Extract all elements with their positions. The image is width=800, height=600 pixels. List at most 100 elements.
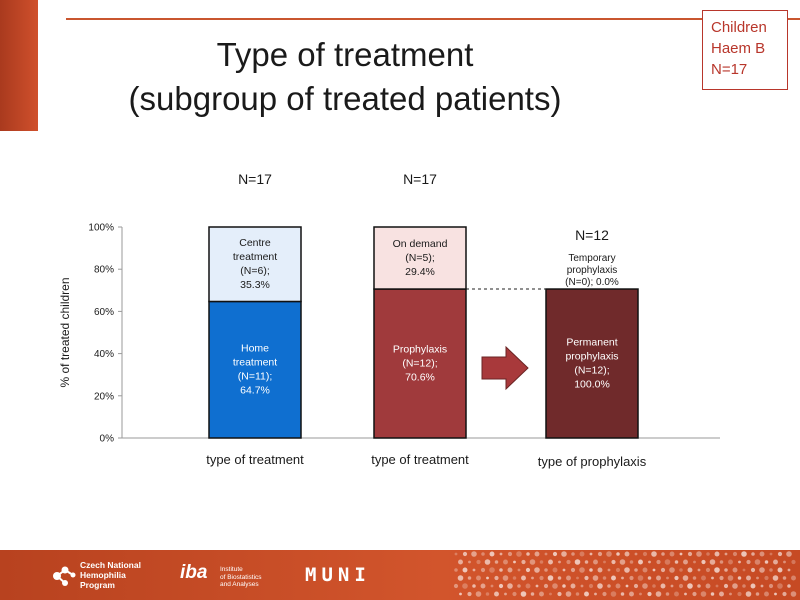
footer-dot bbox=[565, 591, 572, 597]
footer-dot bbox=[602, 576, 607, 580]
footer-dot bbox=[453, 583, 459, 589]
footer-dot bbox=[742, 584, 746, 588]
bar-segment-label: 29.4% bbox=[405, 266, 435, 278]
cohort-badge: Children Haem B N=17 bbox=[702, 10, 788, 90]
cnhp-logo-line-1: Czech National bbox=[80, 560, 141, 570]
footer-dot bbox=[458, 559, 463, 565]
footer-dot bbox=[709, 559, 716, 565]
footer-dot bbox=[732, 551, 738, 557]
footer-dot bbox=[454, 568, 458, 572]
footer-dot bbox=[562, 584, 566, 588]
footer-dot bbox=[719, 560, 724, 564]
footer-dot bbox=[548, 559, 553, 565]
bar-segment-label: (N=6); bbox=[240, 265, 269, 277]
footer-dot bbox=[692, 576, 697, 580]
footer-dot bbox=[468, 560, 471, 564]
footer-dot bbox=[615, 583, 621, 589]
footer-dot bbox=[706, 552, 710, 556]
iba-logo-line-2: of Biostatistics bbox=[220, 573, 262, 581]
footer-dot bbox=[746, 559, 751, 565]
footer-dot bbox=[652, 584, 656, 588]
page-title: Type of treatment (subgroup of treated p… bbox=[40, 33, 650, 121]
bar-n-label: N=17 bbox=[403, 171, 437, 187]
title-line-1: Type of treatment bbox=[216, 36, 474, 73]
footer-dot bbox=[625, 584, 629, 588]
x-category-label: type of prophylaxis bbox=[538, 454, 647, 469]
footer-dot bbox=[754, 559, 761, 565]
footer-dot bbox=[624, 551, 630, 557]
bar-segment-lower bbox=[373, 288, 467, 439]
bar-segment-label: (N=12); bbox=[574, 365, 609, 377]
footer-dot bbox=[566, 575, 571, 581]
corner-accent-bar bbox=[0, 0, 38, 131]
footer-dot bbox=[576, 576, 579, 580]
footer-dot bbox=[724, 552, 728, 556]
x-category-label: type of treatment bbox=[206, 452, 304, 467]
footer-dot bbox=[750, 583, 756, 589]
y-axis-title: % of treated children bbox=[58, 277, 72, 387]
footer-dot bbox=[489, 567, 495, 573]
footer-dot bbox=[490, 584, 494, 588]
iba-logo-line-1: Institute bbox=[220, 566, 243, 573]
bar-segment-label: 64.7% bbox=[240, 385, 270, 397]
footer-dot bbox=[670, 584, 674, 588]
footer-dot bbox=[634, 568, 638, 572]
footer-dot bbox=[656, 559, 661, 565]
bar-segment-label: (N=5); bbox=[405, 252, 434, 264]
footer-dot bbox=[570, 583, 576, 589]
bar-segment-label: treatment bbox=[233, 357, 277, 369]
footer-dot bbox=[517, 584, 521, 588]
muni-logo: MUNI bbox=[305, 564, 371, 586]
footer-dot bbox=[557, 591, 562, 597]
footer-dot bbox=[544, 568, 548, 572]
footer-dot bbox=[756, 576, 759, 580]
footer-dot bbox=[607, 584, 611, 588]
footer-dot bbox=[638, 559, 643, 565]
footer-dot bbox=[737, 591, 742, 597]
bar-segment-label: prophylaxis bbox=[565, 351, 618, 363]
footer-dot bbox=[742, 568, 746, 572]
footer-dot bbox=[697, 584, 701, 588]
footer-dot bbox=[737, 576, 742, 580]
footer-dot bbox=[517, 568, 521, 572]
y-tick-label: 80% bbox=[94, 265, 114, 276]
footer-dot bbox=[772, 575, 779, 581]
footer-dot bbox=[475, 591, 482, 597]
footer-dot bbox=[732, 567, 738, 573]
footer-dot bbox=[693, 560, 696, 564]
footer-dot bbox=[633, 583, 639, 589]
footer-dot bbox=[480, 583, 486, 589]
bar-segment-label: (N=0); 0.0% bbox=[565, 277, 619, 288]
footer-dot bbox=[570, 567, 576, 573]
footer-dot bbox=[562, 568, 566, 572]
footer-dot bbox=[580, 584, 584, 588]
footer-dot bbox=[552, 567, 558, 573]
footer-dot bbox=[705, 583, 711, 589]
footer-dot bbox=[535, 584, 539, 588]
footer-dot bbox=[525, 583, 531, 589]
footer-dot bbox=[669, 567, 675, 573]
bar-segment-label: Home bbox=[241, 343, 269, 355]
footer-dot bbox=[786, 551, 792, 557]
footer-bar: Czech National Hemophilia Program iba In… bbox=[0, 550, 800, 600]
footer-dot bbox=[539, 591, 544, 597]
bar-segment-lower bbox=[545, 288, 639, 439]
footer-dot bbox=[485, 592, 490, 596]
footer-dot bbox=[697, 568, 701, 572]
footer-dot bbox=[729, 592, 732, 596]
footer-dot bbox=[769, 552, 773, 556]
footer-dot bbox=[728, 559, 733, 565]
footer-dot bbox=[642, 567, 648, 573]
footer-dot bbox=[579, 551, 585, 557]
footer-dot bbox=[651, 551, 657, 557]
footer-dot bbox=[571, 552, 575, 556]
right-arrow-icon bbox=[481, 345, 529, 391]
footer-dot bbox=[584, 560, 589, 564]
footer-dot bbox=[774, 592, 777, 596]
footer-dot bbox=[787, 584, 791, 588]
footer-dot bbox=[454, 552, 458, 556]
footer-dot bbox=[714, 567, 720, 573]
footer-dot bbox=[558, 560, 561, 564]
footer-dot bbox=[494, 575, 499, 581]
footer-dot bbox=[467, 591, 472, 597]
